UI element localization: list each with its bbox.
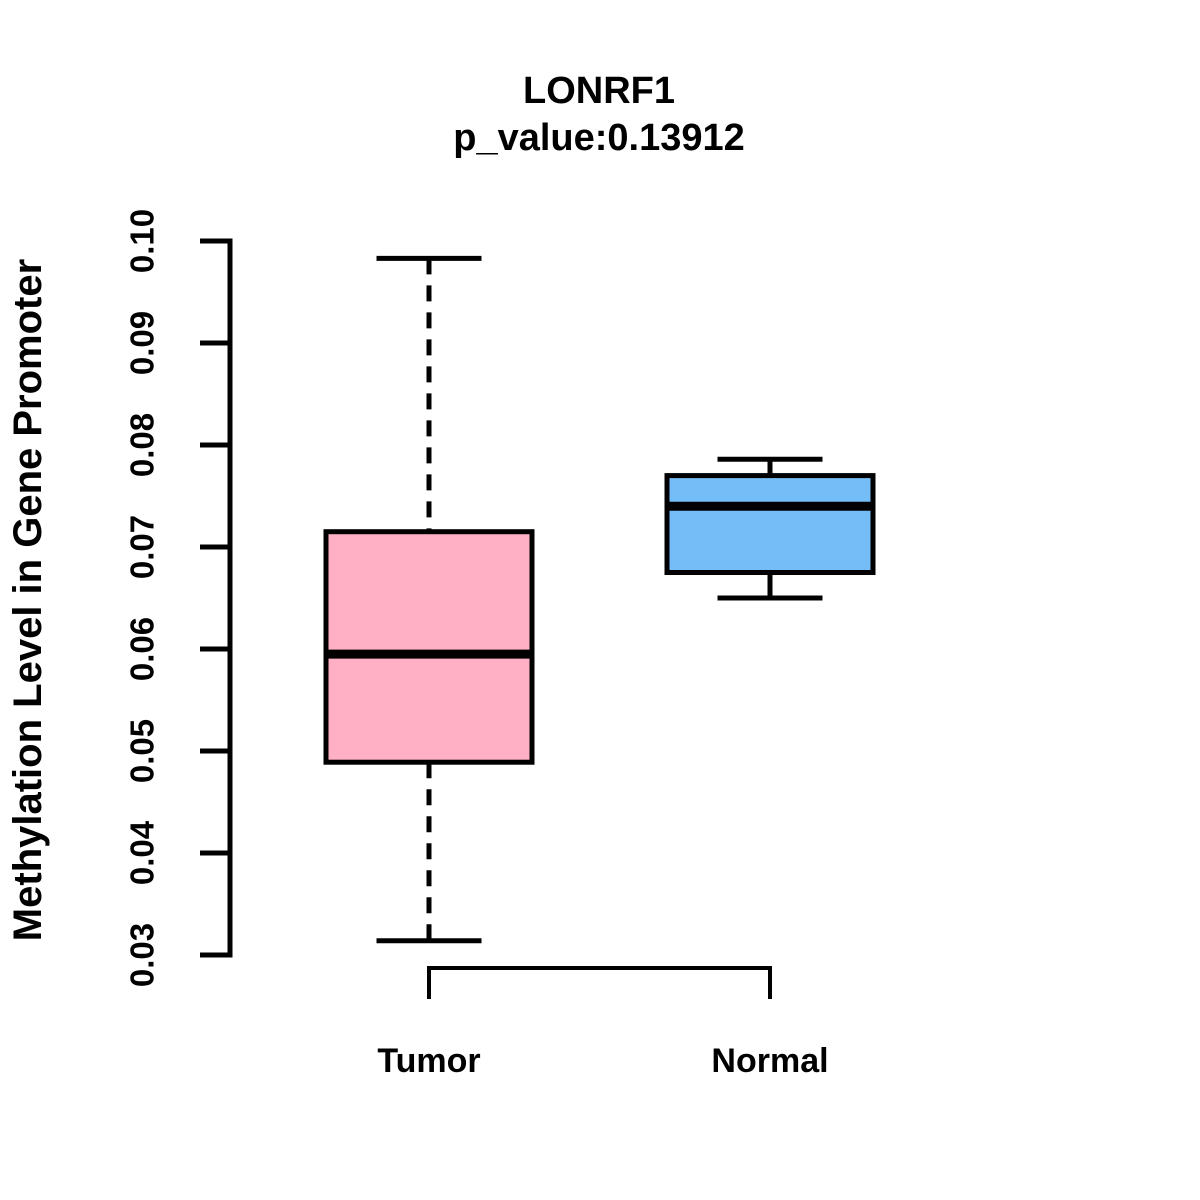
y-tick-label: 0.06 (124, 617, 161, 681)
x-label-tumor: Tumor (377, 1042, 480, 1080)
chart-title: LONRF1 (523, 70, 675, 112)
box-tumor (323, 529, 535, 765)
y-tick-label: 0.08 (124, 413, 161, 477)
y-tick-label: 0.09 (124, 311, 161, 375)
y-tick-label: 0.10 (124, 209, 161, 273)
y-tick-label: 0.07 (124, 515, 161, 579)
chart-subtitle: p_value:0.13912 (453, 117, 745, 159)
x-axis-bracket (427, 966, 772, 999)
y-tick-label: 0.03 (124, 923, 161, 987)
y-tick-label: 0.04 (124, 820, 161, 885)
box-normal (664, 473, 876, 576)
y-tick-label: 0.05 (124, 719, 161, 783)
x-label-normal: Normal (711, 1042, 828, 1080)
